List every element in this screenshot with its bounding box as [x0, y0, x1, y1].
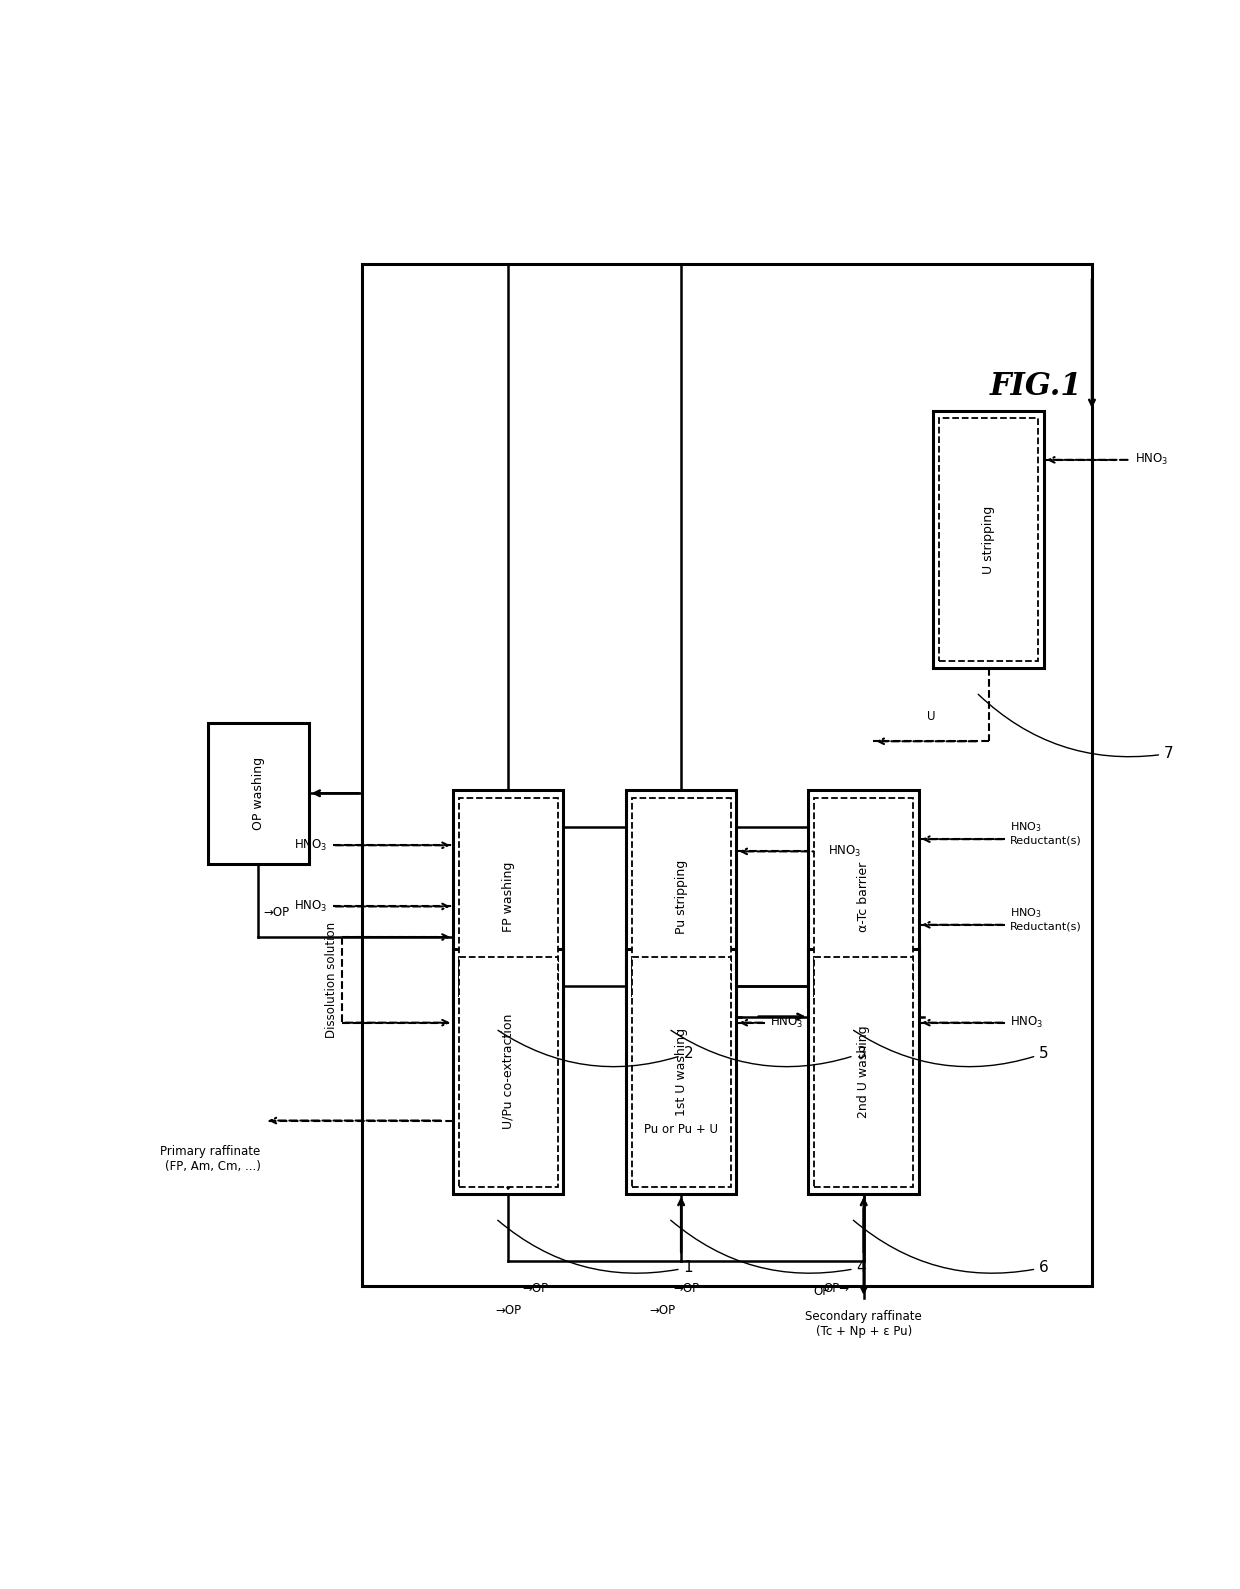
Text: OP: OP [813, 1286, 830, 1298]
Bar [453, 949, 563, 1193]
Text: HNO$_3$: HNO$_3$ [770, 1015, 804, 1030]
Text: OP washing: OP washing [252, 756, 265, 829]
Text: 1st U washing: 1st U washing [675, 1028, 688, 1115]
Bar [815, 957, 913, 1187]
Text: FIG.1: FIG.1 [990, 370, 1083, 402]
Text: Pu stripping: Pu stripping [675, 860, 688, 934]
Text: Pu or Pu + U: Pu or Pu + U [644, 1123, 718, 1136]
Text: →OP: →OP [673, 1282, 699, 1295]
Text: →OP: →OP [263, 906, 289, 918]
Text: HNO$_3$: HNO$_3$ [828, 844, 862, 860]
Text: →OP: →OP [649, 1303, 675, 1317]
Bar [208, 723, 309, 864]
Text: Dissolution solution: Dissolution solution [325, 922, 337, 1038]
Bar [362, 264, 1092, 1286]
Bar [626, 949, 737, 1193]
Text: U/Pu co-extraction: U/Pu co-extraction [502, 1014, 515, 1130]
Bar [939, 418, 1038, 661]
Text: OP→: OP→ [823, 1282, 849, 1295]
Bar [808, 790, 919, 1004]
Text: 1: 1 [497, 1220, 693, 1274]
Bar [631, 798, 730, 996]
Text: →OP: →OP [495, 1303, 521, 1317]
Text: 2: 2 [498, 1030, 693, 1066]
Text: HNO$_3$: HNO$_3$ [1136, 453, 1169, 467]
Text: 4: 4 [671, 1220, 867, 1274]
Bar [934, 412, 1044, 667]
Text: HNO$_3$
Reductant(s): HNO$_3$ Reductant(s) [1011, 906, 1083, 931]
Text: HNO$_3$: HNO$_3$ [294, 837, 327, 853]
Bar [459, 798, 558, 996]
Text: α-Tc barrier: α-Tc barrier [857, 863, 870, 933]
Text: U: U [926, 710, 935, 723]
Text: 7: 7 [978, 694, 1174, 761]
Text: 5: 5 [853, 1030, 1049, 1066]
Text: HNO$_3$
Reductant(s): HNO$_3$ Reductant(s) [1011, 820, 1083, 845]
Bar [459, 957, 558, 1187]
Bar [808, 949, 919, 1193]
Bar [815, 798, 913, 996]
Text: 3: 3 [671, 1030, 867, 1066]
Bar [453, 790, 563, 1004]
Text: U stripping: U stripping [982, 505, 996, 574]
Text: →OP: →OP [522, 1282, 549, 1295]
Text: Secondary raffinate
(Tc + Np + ε Pu): Secondary raffinate (Tc + Np + ε Pu) [805, 1311, 923, 1338]
Text: FP washing: FP washing [502, 863, 515, 933]
Text: HNO$_3$: HNO$_3$ [294, 899, 327, 914]
Bar [631, 957, 730, 1187]
Text: 6: 6 [853, 1220, 1049, 1274]
Text: 2nd U washing: 2nd U washing [857, 1025, 870, 1119]
Bar [626, 790, 737, 1004]
Text: Primary raffinate
(FP, Am, Cm, ...): Primary raffinate (FP, Am, Cm, ...) [160, 1146, 260, 1173]
Text: HNO$_3$: HNO$_3$ [1011, 1015, 1044, 1030]
